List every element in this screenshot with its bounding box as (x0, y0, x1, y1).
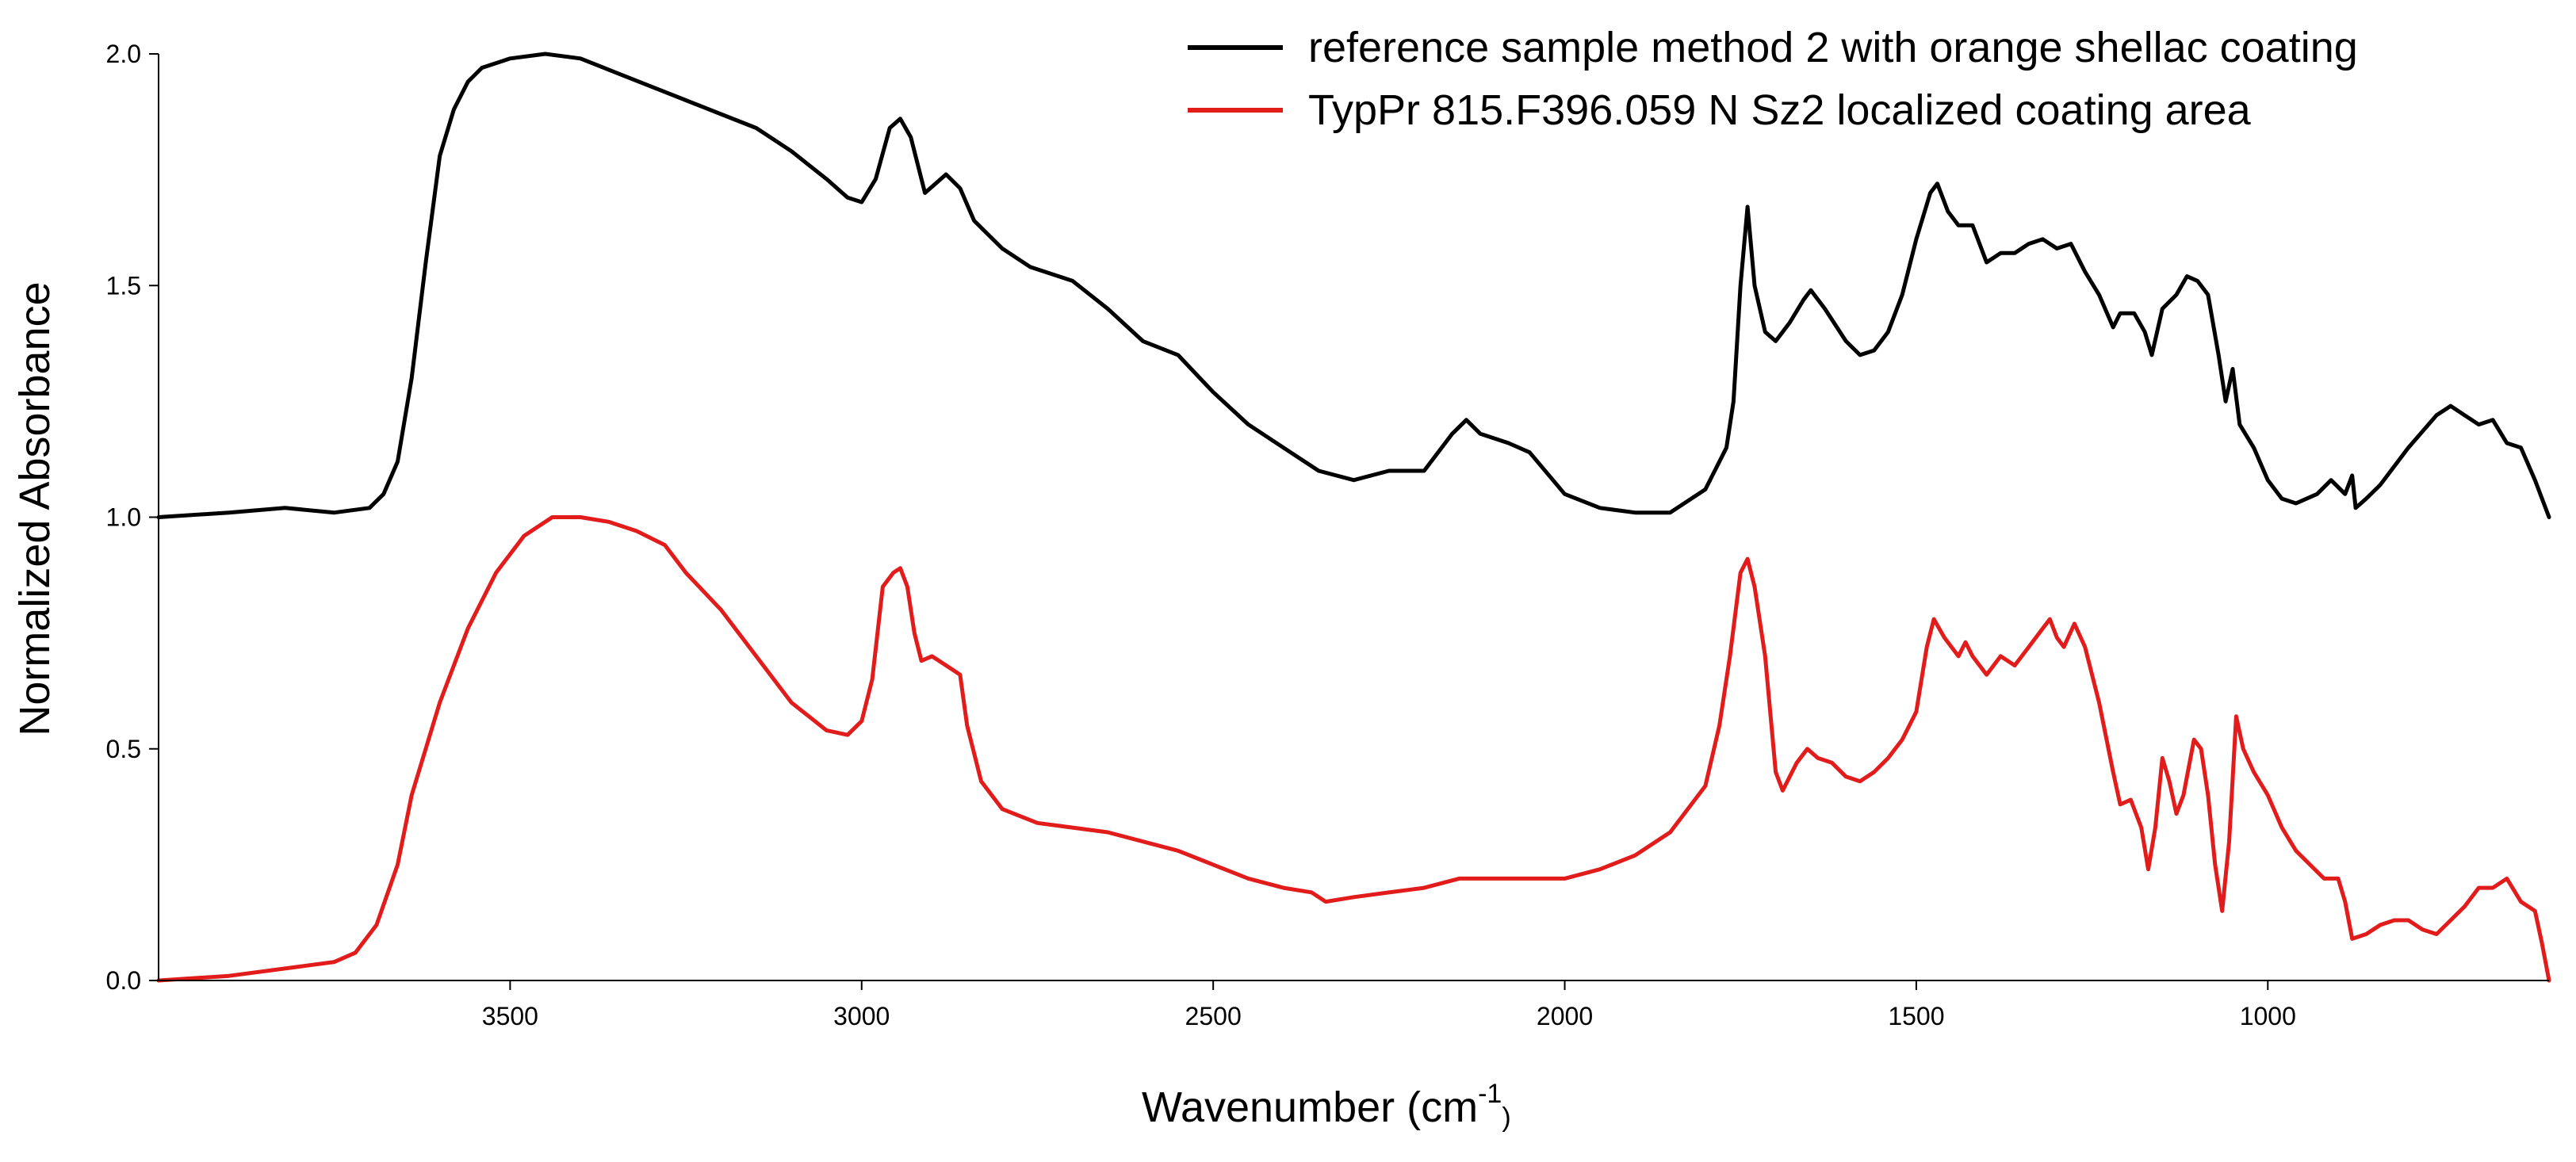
y-tick-label: 1.0 (106, 503, 141, 532)
x-tick-label: 3500 (482, 1002, 538, 1030)
y-tick-label: 0.0 (106, 966, 141, 995)
x-tick-label: 3000 (833, 1002, 890, 1030)
x-tick-label: 1500 (1888, 1002, 1944, 1030)
x-axis-title: Wavenumber (cm-1) (1142, 1079, 1511, 1133)
y-axis-title: Normalized Absorbance (11, 281, 59, 736)
x-tick-label: 2500 (1185, 1002, 1242, 1030)
legend: reference sample method 2 with orange sh… (1188, 24, 2358, 134)
x-tick-label: 2000 (1537, 1002, 1593, 1030)
y-axis: 0.0 0.5 1.0 1.5 2.0 (106, 40, 159, 995)
y-tick-label: 1.5 (106, 271, 141, 300)
x-tick-label: 1000 (2240, 1002, 2296, 1030)
legend-label-reference: reference sample method 2 with orange sh… (1308, 24, 2358, 71)
legend-label-sample: TypPr 815.F396.059 N Sz2 localized coati… (1308, 86, 2252, 134)
x-axis: 3500 3000 2500 2000 1500 1000 (159, 980, 2549, 1030)
y-tick-label: 2.0 (106, 40, 141, 68)
series-line-reference (156, 52, 2551, 519)
y-tick-label: 0.5 (106, 735, 141, 763)
series-layer (156, 52, 2551, 983)
series-line-sample (156, 515, 2551, 983)
